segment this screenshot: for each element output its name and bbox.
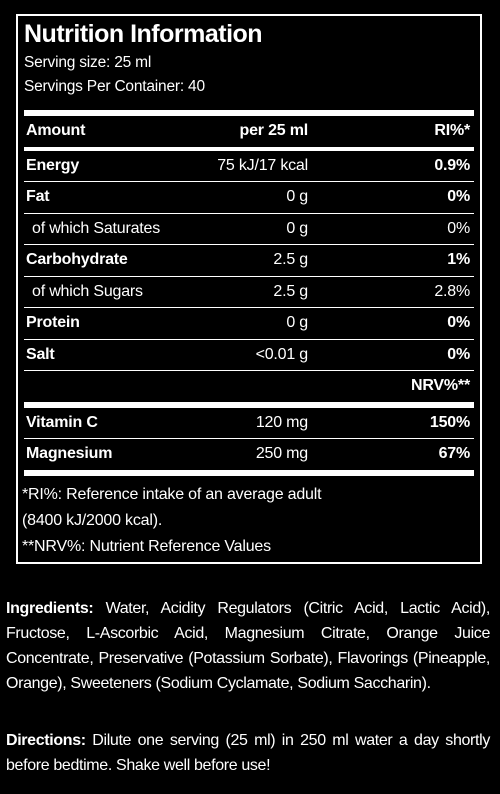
nutrient-percent: 0% xyxy=(447,188,470,205)
nutrient-amount: 2.5 g xyxy=(273,282,308,300)
nrv-header: NRV%** xyxy=(411,377,470,394)
nutrient-percent: 0% xyxy=(447,219,470,237)
nutrient-percent: 0% xyxy=(447,345,470,363)
nutrient-row: Carbohydrate 2.5 g 1% xyxy=(24,245,474,277)
nutrient-name: Vitamin C xyxy=(26,413,98,431)
nutrient-percent: 2.8% xyxy=(434,282,470,300)
nutrient-name: of which Sugars xyxy=(32,282,143,300)
nutrient-row: Magnesium 250 mg 67% xyxy=(24,439,474,476)
footnote: **NRV%: Nutrient Reference Values xyxy=(22,538,271,555)
nutrition-box: Nutrition Information Serving size: 25 m… xyxy=(16,14,482,564)
nutrient-percent: 150% xyxy=(429,413,470,431)
nutrient-name: Fat xyxy=(26,188,50,205)
title: Nutrition Information xyxy=(24,20,263,48)
nutrient-percent: 1% xyxy=(447,251,470,268)
directions: Directions: Dilute one serving (25 ml) i… xyxy=(6,728,490,778)
ingredients-text: Water, Acidity Regulators (Citric Acid, … xyxy=(6,600,490,692)
nutrient-row: Fat 0 g 0% xyxy=(24,182,474,214)
nutrient-percent: 0% xyxy=(447,314,470,331)
nutrient-percent: 67% xyxy=(438,445,471,462)
ingredients: Ingredients: Water, Acidity Regulators (… xyxy=(6,596,490,696)
nutrient-amount: 0 g xyxy=(286,219,308,237)
column-header: Amount xyxy=(26,122,86,139)
footnotes: *RI%: Reference intake of an average adu… xyxy=(22,482,322,560)
ingredients-label: Ingredients: xyxy=(6,600,94,617)
nutrient-row: Salt <0.01 g 0% xyxy=(24,340,474,371)
nutrient-name: Carbohydrate xyxy=(26,251,128,268)
nutrient-row: Protein 0 g 0% xyxy=(24,308,474,340)
nutrient-name: Energy xyxy=(26,156,80,174)
footnote: (8400 kJ/2000 kcal). xyxy=(22,512,163,529)
serving-size: Serving size: 25 ml xyxy=(24,54,152,71)
column-header: RI%* xyxy=(434,122,470,139)
nutrient-row: of which Sugars 2.5 g 2.8% xyxy=(24,277,474,308)
nutrient-name: Salt xyxy=(26,345,55,363)
nutrient-name: Protein xyxy=(26,314,80,331)
servings-per-container: Servings Per Container: 40 xyxy=(24,78,205,95)
nutrient-row: Vitamin C 120 mg 150% xyxy=(24,408,474,439)
nrv-header-row: NRV%** xyxy=(24,371,474,408)
nutrient-amount: 250 mg xyxy=(255,445,308,462)
nutrient-amount: 2.5 g xyxy=(273,251,308,268)
nutrient-amount: 0 g xyxy=(286,314,308,331)
nutrient-name: Magnesium xyxy=(26,445,113,462)
nutrient-row: Energy 75 kJ/17 kcal 0.9% xyxy=(24,151,474,182)
nutrient-amount: <0.01 g xyxy=(255,345,309,363)
nutrient-amount: 0 g xyxy=(286,188,308,205)
nutrient-name: of which Saturates xyxy=(32,219,161,237)
nutrient-amount: 120 mg xyxy=(255,413,308,431)
nutrition-table: Amount per 25 ml RI%* Energy 75 kJ/17 kcal 0.… xyxy=(24,110,474,476)
footnote: *RI%: Reference intake of an average adu… xyxy=(22,486,322,503)
nutrient-row: of which Saturates 0 g 0% xyxy=(24,214,474,245)
nutrient-percent: 0.9% xyxy=(434,156,470,174)
nutrient-amount: 75 kJ/17 kcal xyxy=(217,156,308,174)
table-header: Amount per 25 ml RI%* xyxy=(24,116,474,151)
column-header: per 25 ml xyxy=(239,122,309,139)
directions-text: Dilute one serving (25 ml) in 250 ml wat… xyxy=(6,732,490,774)
directions-label: Directions: xyxy=(6,732,86,749)
